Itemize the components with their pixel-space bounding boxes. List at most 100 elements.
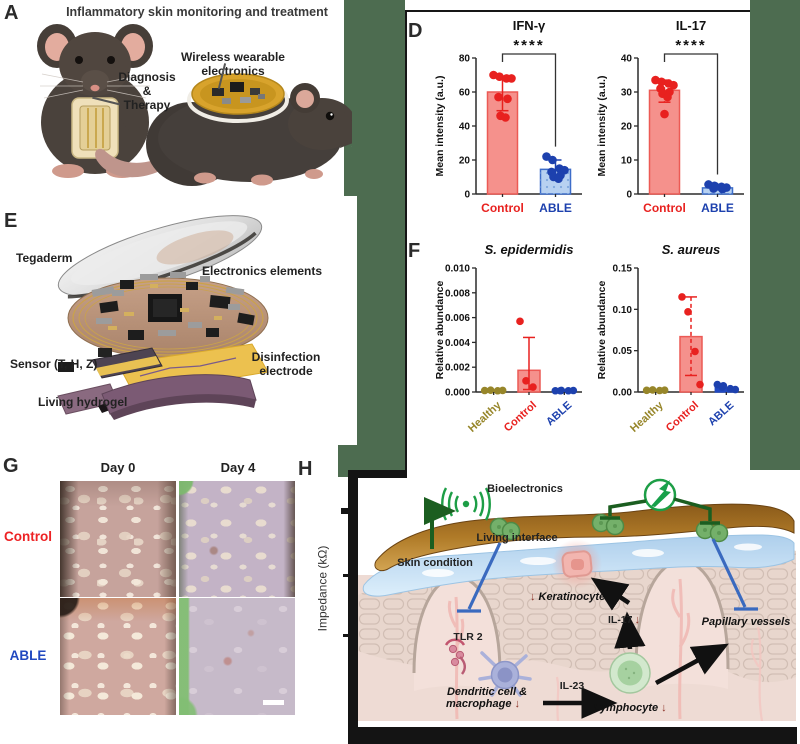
il23-label: IL-23 [560, 680, 585, 692]
skin-photo-control-day4 [179, 481, 295, 597]
chart-il17: IL-17 0 10 20 30 40 Mean intensity (a.u.) Contr… [596, 18, 744, 215]
svg-text:S. aureus: S. aureus [662, 242, 721, 257]
skin-photo-control-day0 [60, 481, 176, 597]
svg-text:Control: Control [481, 201, 524, 215]
df-box-border [405, 10, 750, 479]
panel-a-title: Inflammatory skin monitoring and treatme… [66, 5, 328, 19]
living-hydrogel-layer [57, 374, 257, 420]
svg-text:0: 0 [626, 190, 632, 201]
living-interface-label: Living interface [476, 532, 557, 544]
chart-s-aureus: S. aureus 0.00 0.05 0.10 0.15 Relative abunda… [596, 242, 744, 435]
svg-text:80: 80 [459, 54, 471, 65]
panel-h-box: Bioelectronics Living interface Skin con… [348, 470, 800, 744]
svg-text:0.10: 0.10 [613, 305, 633, 316]
pathway-arrows [543, 577, 729, 719]
svg-text:Relative abundance: Relative abundance [434, 281, 446, 380]
skin-photo-able-day0 [60, 598, 176, 715]
sensor-label: Sensor (T, H, Z) [10, 357, 98, 371]
control-row-label: Control [4, 529, 52, 544]
svg-text:0.00: 0.00 [613, 388, 633, 399]
svg-text:****: **** [675, 37, 706, 54]
svg-text:20: 20 [621, 122, 633, 133]
living-hydrogel-label: Living hydrogel [38, 395, 128, 409]
svg-text:0.004: 0.004 [445, 338, 470, 349]
svg-text:Healthy: Healthy [628, 399, 666, 435]
svg-text:0.15: 0.15 [613, 264, 633, 275]
inhibition-connectors-green [600, 497, 720, 525]
svg-text:ABLE: ABLE [706, 399, 736, 428]
electronics-elements-label: Electronics elements [202, 264, 323, 278]
panel-a-letter: A [4, 2, 19, 24]
svg-text:ABLE: ABLE [701, 201, 734, 215]
svg-text:Control: Control [502, 399, 539, 434]
svg-text:0.000: 0.000 [445, 388, 470, 399]
svg-text:40: 40 [621, 54, 633, 65]
svg-text:10: 10 [621, 156, 633, 167]
hidden-axis-tick [343, 634, 352, 637]
svg-text:Mean intensity (a.u.): Mean intensity (a.u.) [434, 76, 446, 177]
wireless-signal-icon [441, 487, 491, 521]
svg-text:S. epidermidis: S. epidermidis [485, 242, 574, 257]
keratinocyte-cell [552, 539, 602, 589]
panel-h-letter: H [298, 458, 313, 480]
disinfection-electrode-label: Disinfection electrode [251, 350, 321, 378]
svg-text:IL-17: IL-17 [676, 18, 706, 33]
svg-text:0.008: 0.008 [445, 288, 470, 299]
panel-d-letter: D [408, 20, 423, 42]
svg-text:Relative abundance: Relative abundance [596, 281, 608, 380]
stratum-corneum-layer [374, 503, 795, 572]
chart-s-epidermidis: S. epidermidis 0.000 0.002 0.004 0.006 0.008 0… [434, 242, 582, 435]
skin-condition-label: Skin condition [397, 557, 473, 569]
svg-text:Mean intensity (a.u.): Mean intensity (a.u.) [596, 76, 608, 177]
svg-text:0: 0 [464, 190, 470, 201]
svg-text:Control: Control [664, 399, 701, 434]
therapy-line: Therapy [123, 98, 171, 112]
mouse-front-icon [37, 24, 153, 178]
sensor-layer [58, 347, 163, 379]
able-row-label: ABLE [9, 648, 47, 663]
svg-text:0.006: 0.006 [445, 313, 470, 324]
diagnosis-therapy-label: Diagnosis & Therapy [116, 70, 178, 112]
svg-text:60: 60 [459, 88, 471, 99]
svg-text:0.002: 0.002 [445, 363, 470, 374]
pcb-disc [67, 272, 269, 359]
dendritic-cell-icon [478, 651, 532, 697]
mice-illustration [37, 24, 352, 186]
chart-ifn-gamma: IFN-γ 0 20 40 60 80 Mean intensity (a.u.) Contr… [434, 18, 582, 215]
bioelectronics-label: Bioelectronics [487, 483, 563, 495]
diagnosis-line: Diagnosis [118, 70, 176, 84]
skin-condition-arrow [424, 497, 456, 549]
tegaderm-label: Tegaderm [16, 251, 73, 265]
svg-text:Healthy: Healthy [466, 399, 504, 435]
panel-e-letter: E [4, 210, 18, 232]
svg-text:30: 30 [621, 88, 633, 99]
lymphocyte-cell-icon [609, 652, 651, 694]
h-border-left [348, 470, 358, 744]
il17-label: IL-17 ↓ [608, 614, 640, 626]
svg-text:0.05: 0.05 [613, 346, 633, 357]
panel-g-letter: G [3, 455, 19, 477]
h-border-top-stub [348, 470, 407, 478]
df-white-panel [405, 0, 750, 477]
dendritic-label-line1: Dendritic cell & [447, 686, 527, 698]
electric-stimulus-icon [643, 478, 677, 512]
h-border-bottom [348, 727, 797, 744]
amp-line: & [142, 84, 152, 98]
day4-header: Day 4 [220, 460, 256, 475]
lymphocyte-label: Lymphocyte ↓ [593, 702, 666, 714]
impedance-axis-label: Impedance (kΩ) [315, 545, 330, 632]
wireless-electronics-label: Wireless wearable electronics [181, 50, 285, 78]
hidden-axis-tick [343, 574, 352, 577]
inhibition-connectors-blue [457, 538, 758, 613]
svg-text:IFN-γ: IFN-γ [513, 18, 546, 33]
panel-f-letter: F [408, 240, 421, 262]
svg-text:0.010: 0.010 [445, 264, 470, 275]
papillary-vessels-label: Papillary vessels [702, 616, 791, 628]
device-exploded-illustration [57, 215, 269, 420]
scale-bar [263, 700, 284, 705]
skin-photo-able-day4 [179, 598, 295, 715]
svg-text:ABLE: ABLE [539, 201, 572, 215]
skin-mechanism-illustration: Bioelectronics Living interface Skin con… [358, 478, 796, 721]
svg-text:ABLE: ABLE [544, 399, 574, 428]
